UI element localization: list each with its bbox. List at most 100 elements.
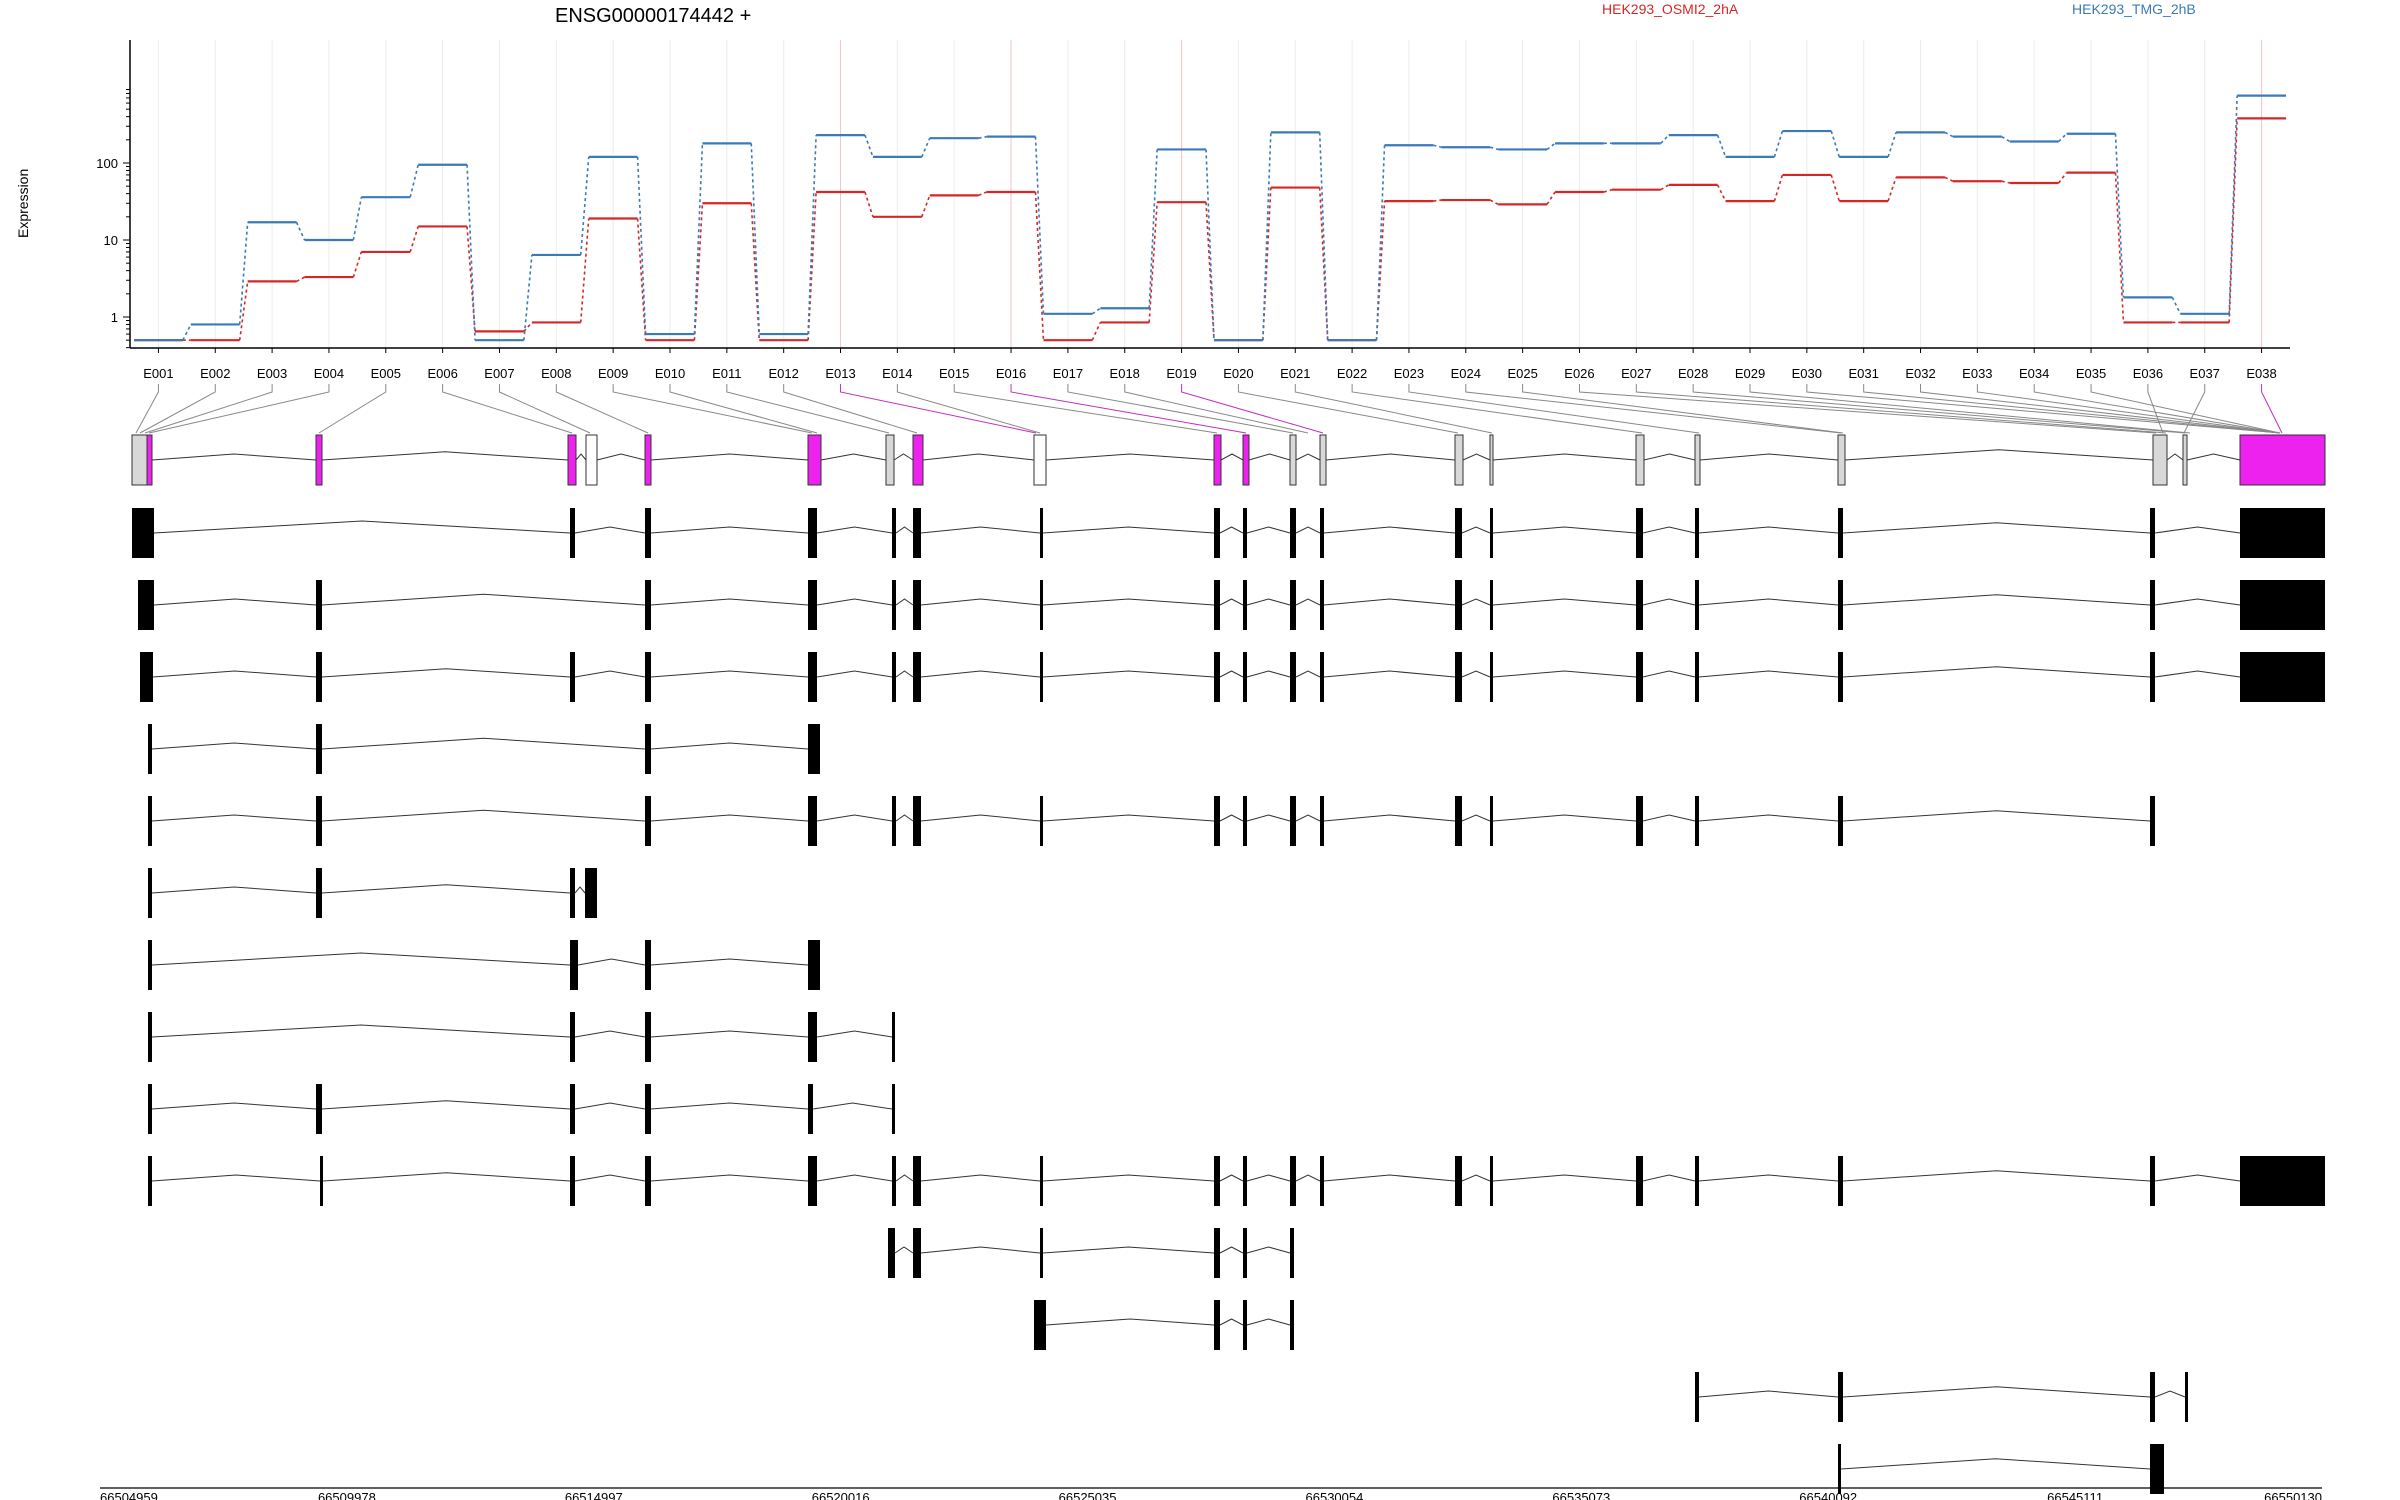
series-connector bbox=[1489, 199, 1499, 206]
transcript-exon bbox=[1838, 508, 1843, 558]
transcript-exon bbox=[913, 1156, 921, 1206]
intron bbox=[151, 453, 317, 461]
intron bbox=[1219, 814, 1244, 822]
meta-exon bbox=[912, 434, 924, 486]
series-connector bbox=[409, 164, 419, 198]
intron bbox=[152, 670, 317, 678]
transcript-exon bbox=[1243, 580, 1247, 630]
intron bbox=[650, 1030, 809, 1038]
transcript-exon bbox=[1290, 580, 1296, 630]
transcript-exon bbox=[1290, 652, 1296, 702]
transcript-exon bbox=[808, 724, 820, 774]
intron bbox=[1642, 1174, 1696, 1182]
series-connector bbox=[296, 276, 305, 283]
intron bbox=[1246, 1318, 1291, 1326]
transcript-exon bbox=[1636, 796, 1643, 846]
exon-connector bbox=[1408, 384, 1700, 434]
intron bbox=[153, 520, 571, 534]
exon-label: E029 bbox=[1735, 366, 1765, 381]
intron bbox=[574, 526, 646, 534]
transcript-exon bbox=[1243, 1228, 1247, 1278]
series-connector bbox=[1660, 184, 1670, 191]
transcript-exon bbox=[570, 508, 575, 558]
intron bbox=[650, 958, 809, 966]
transcript-exon bbox=[1490, 1156, 1493, 1206]
meta-exon bbox=[1213, 434, 1222, 486]
intron bbox=[574, 1174, 646, 1182]
genomic-tick-label: 66530054 bbox=[1306, 1490, 1364, 1500]
exon-connector bbox=[669, 384, 818, 434]
series-connector bbox=[921, 195, 931, 218]
intron bbox=[1844, 449, 2154, 461]
exon-label: E015 bbox=[939, 366, 969, 381]
transcript-10 bbox=[148, 1156, 2325, 1206]
meta-exon bbox=[315, 434, 323, 486]
series-connector bbox=[1887, 132, 1897, 158]
transcript-exon bbox=[140, 652, 153, 702]
transcript-exon bbox=[1455, 796, 1462, 846]
transcript-exon bbox=[1214, 508, 1220, 558]
transcript-exon bbox=[913, 1228, 921, 1278]
gene-model bbox=[131, 434, 2326, 486]
transcript-exon bbox=[645, 652, 651, 702]
transcript-exon bbox=[645, 724, 651, 774]
transcript-exon bbox=[913, 580, 921, 630]
intron bbox=[1461, 814, 1491, 822]
exon-label: E006 bbox=[427, 366, 457, 381]
exon-connector bbox=[1465, 384, 1842, 434]
exon-connector bbox=[1635, 384, 2167, 434]
transcript-exon bbox=[132, 508, 154, 558]
exon-label: E037 bbox=[2190, 366, 2220, 381]
transcript-exon bbox=[1290, 1156, 1296, 1206]
series-connector bbox=[1034, 136, 1045, 314]
intron bbox=[920, 814, 1041, 822]
transcript-exon bbox=[1320, 1156, 1324, 1206]
series-connector bbox=[1433, 199, 1442, 202]
intron bbox=[895, 526, 914, 534]
intron bbox=[574, 1102, 646, 1110]
exon-connector bbox=[2090, 384, 2281, 434]
intron bbox=[1842, 1386, 2151, 1398]
intron bbox=[2154, 526, 2241, 534]
series-connector bbox=[523, 321, 533, 332]
transcript-exon bbox=[1214, 1300, 1220, 1350]
exon-connector bbox=[783, 384, 918, 434]
transcript-1 bbox=[132, 508, 2325, 558]
transcript-exon bbox=[1455, 508, 1462, 558]
series-connector bbox=[579, 156, 590, 255]
intron bbox=[920, 1174, 1041, 1182]
intron bbox=[1219, 598, 1244, 606]
intron bbox=[151, 952, 571, 966]
transcript-exon bbox=[1320, 796, 1324, 846]
exon-label: E025 bbox=[1507, 366, 1537, 381]
intron bbox=[321, 1100, 571, 1110]
exon-label: E005 bbox=[371, 366, 401, 381]
intron bbox=[1492, 670, 1637, 678]
intron bbox=[894, 1246, 914, 1254]
transcript-exon bbox=[1695, 1372, 1699, 1422]
exon-connector bbox=[1692, 384, 2186, 434]
transcript-exon bbox=[1214, 1156, 1220, 1206]
intron bbox=[1698, 1390, 1839, 1398]
intron bbox=[1643, 453, 1696, 461]
transcript-exon bbox=[1695, 652, 1699, 702]
intron bbox=[2166, 453, 2184, 461]
transcript-exon bbox=[645, 1012, 651, 1062]
transcript-exon bbox=[892, 1084, 895, 1134]
intron bbox=[1045, 1318, 1215, 1326]
transcript-exon bbox=[1490, 796, 1493, 846]
series-connector bbox=[1262, 187, 1272, 341]
transcript-exon bbox=[1636, 580, 1643, 630]
intron bbox=[895, 814, 914, 822]
exon-label: E013 bbox=[825, 366, 855, 381]
transcript-exon bbox=[316, 1084, 322, 1134]
transcript-exon bbox=[316, 724, 322, 774]
exon-label: E024 bbox=[1451, 366, 1481, 381]
series-connector bbox=[1091, 322, 1102, 341]
transcript-exon bbox=[808, 652, 817, 702]
transcript-exon bbox=[2150, 652, 2155, 702]
transcript-exon bbox=[1040, 508, 1043, 558]
transcript-exon bbox=[913, 796, 921, 846]
exon-label: E027 bbox=[1621, 366, 1651, 381]
intron bbox=[650, 1174, 809, 1182]
